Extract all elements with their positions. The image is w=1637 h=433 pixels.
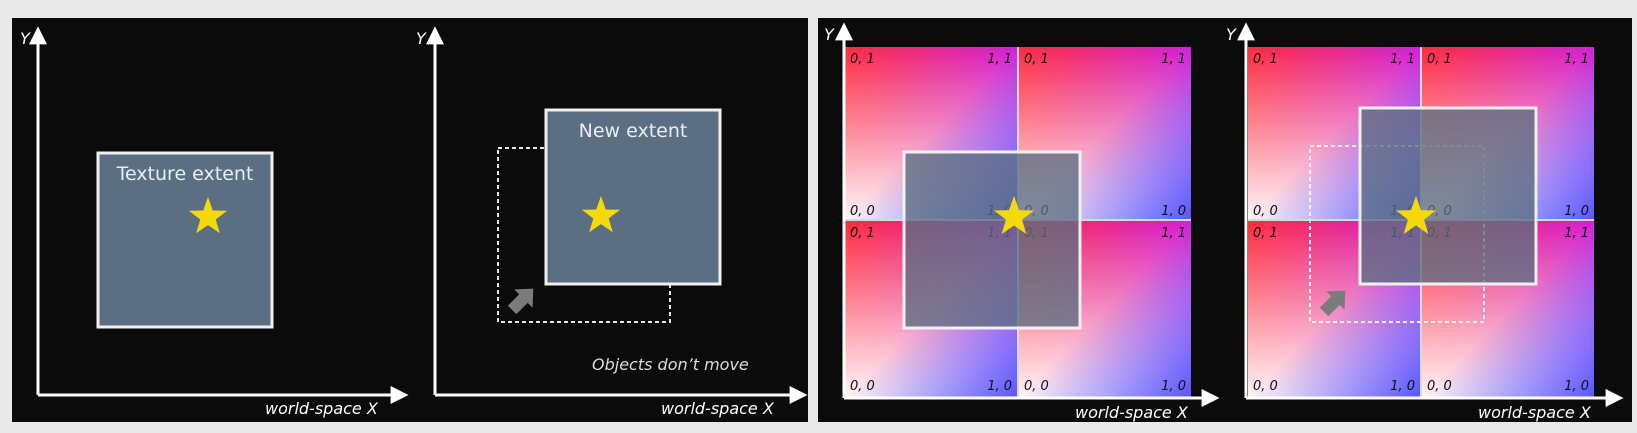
uv-label: 1, 1 bbox=[1390, 52, 1415, 67]
uv-label: 1, 1 bbox=[1161, 52, 1186, 67]
uv-label: 0, 0 bbox=[1024, 379, 1049, 394]
new-extent-box bbox=[544, 108, 722, 286]
texture-extent-label: Texture extent bbox=[116, 163, 254, 185]
y-axis-label: Y bbox=[1226, 25, 1237, 44]
move-arrow-icon bbox=[1319, 290, 1346, 317]
y-axis-label: Y bbox=[416, 29, 427, 48]
uv-label: 0, 0 bbox=[1427, 379, 1452, 394]
uv-label: 0, 0 bbox=[850, 204, 875, 219]
texture-extent-box bbox=[96, 151, 274, 329]
uv-label: 1, 1 bbox=[987, 52, 1012, 67]
uv-label: 1, 1 bbox=[1564, 52, 1589, 67]
uv-label: 0, 0 bbox=[850, 379, 875, 394]
uv-label: 1, 1 bbox=[1161, 226, 1186, 241]
uv-label: 1, 0 bbox=[1564, 379, 1589, 394]
x-axis-label: world-space X bbox=[661, 399, 775, 418]
uv-label: 0, 1 bbox=[1253, 226, 1278, 241]
texture-extent-box bbox=[902, 150, 1082, 330]
objects-note: Objects don’t move bbox=[592, 355, 749, 374]
uv-label: 1, 0 bbox=[1390, 379, 1415, 394]
uv-label: 1, 0 bbox=[987, 379, 1012, 394]
uv-label: 0, 0 bbox=[1253, 379, 1278, 394]
uv-label: 1, 0 bbox=[1161, 204, 1186, 219]
x-axis-label: world-space X bbox=[265, 399, 379, 418]
uv-label: 0, 1 bbox=[1024, 52, 1049, 67]
new-extent-box bbox=[1358, 106, 1538, 286]
x-axis-label: world-space X bbox=[1478, 403, 1592, 422]
uv-label: 0, 1 bbox=[1253, 52, 1278, 67]
uv-label: 0, 1 bbox=[850, 226, 875, 241]
uv-label: 1, 0 bbox=[1161, 379, 1186, 394]
diagram-texture-extent: Y world-space X Texture extent bbox=[20, 26, 409, 418]
uv-label: 0, 1 bbox=[1427, 52, 1452, 67]
move-arrow-icon bbox=[507, 288, 534, 315]
uv-label: 1, 0 bbox=[1564, 204, 1589, 219]
diagram-tiled-texture-new-extent: 0, 1 1, 1 0, 0 1, 0 0, 1 1, 1 0, 0 1, 0 … bbox=[1226, 22, 1624, 422]
y-axis-label: Y bbox=[20, 29, 31, 48]
diagram-new-extent: Y world-space X New extent Objects don’t… bbox=[416, 26, 808, 418]
uv-label: 0, 0 bbox=[1253, 204, 1278, 219]
uv-label: 0, 1 bbox=[850, 52, 875, 67]
uv-label: 1, 1 bbox=[1564, 226, 1589, 241]
x-axis-label: world-space X bbox=[1075, 403, 1189, 422]
diagram-tiled-texture: 0, 1 1, 1 0, 0 1, 0 0, 1 1, 1 0, 0 1, 0 … bbox=[824, 22, 1220, 422]
new-extent-label: New extent bbox=[579, 120, 688, 142]
y-axis-label: Y bbox=[824, 25, 835, 44]
